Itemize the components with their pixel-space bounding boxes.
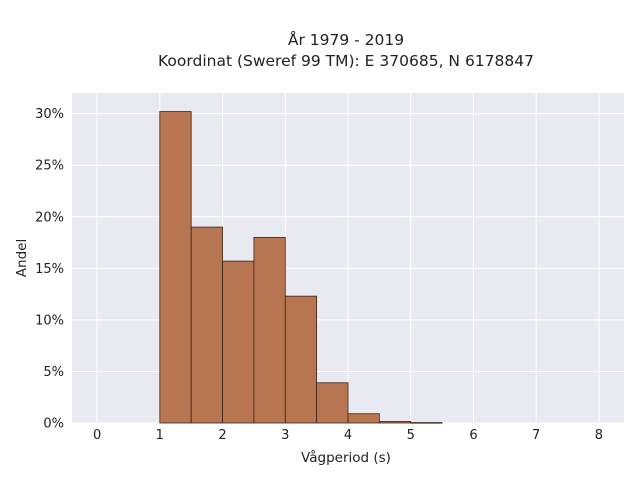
histogram-bar [378,421,412,424]
x-tick-label: 0 [93,428,101,443]
histogram-bar [347,413,380,424]
y-tick-label: 0% [43,417,64,432]
histogram-bar [222,260,255,424]
x-axis-label: Vågperiod (s) [301,449,391,466]
histogram-bar [253,236,286,424]
histogram-bar [284,295,318,424]
x-axis-ticks: 0 1 2 3 4 5 6 7 8 [93,428,603,443]
x-tick-label: 4 [344,428,352,443]
histogram-bar [316,382,349,424]
histogram-bar [190,226,223,424]
chart-title-line1: År 1979 - 2019 [288,30,404,49]
y-axis-ticks: 0% 5% 10% 15% 20% 25% 30% [35,107,64,431]
x-tick-label: 7 [532,428,540,443]
x-tick-label: 6 [469,428,477,443]
y-tick-label: 5% [43,365,64,380]
histogram-bars [159,111,443,424]
x-tick-label: 5 [407,428,415,443]
y-tick-label: 15% [35,262,64,277]
y-axis-label: Andel [14,239,30,277]
x-tick-label: 8 [595,428,603,443]
x-tick-label: 2 [218,428,226,443]
y-tick-label: 30% [35,107,64,122]
x-tick-label: 1 [156,428,164,443]
y-tick-label: 20% [35,210,64,225]
chart-title-line2: Koordinat (Sweref 99 TM): E 370685, N 61… [158,52,534,70]
y-tick-label: 10% [35,313,64,328]
x-tick-label: 3 [281,428,289,443]
histogram-bar [159,111,192,424]
histogram-bar [410,422,443,424]
y-tick-label: 25% [35,159,64,174]
